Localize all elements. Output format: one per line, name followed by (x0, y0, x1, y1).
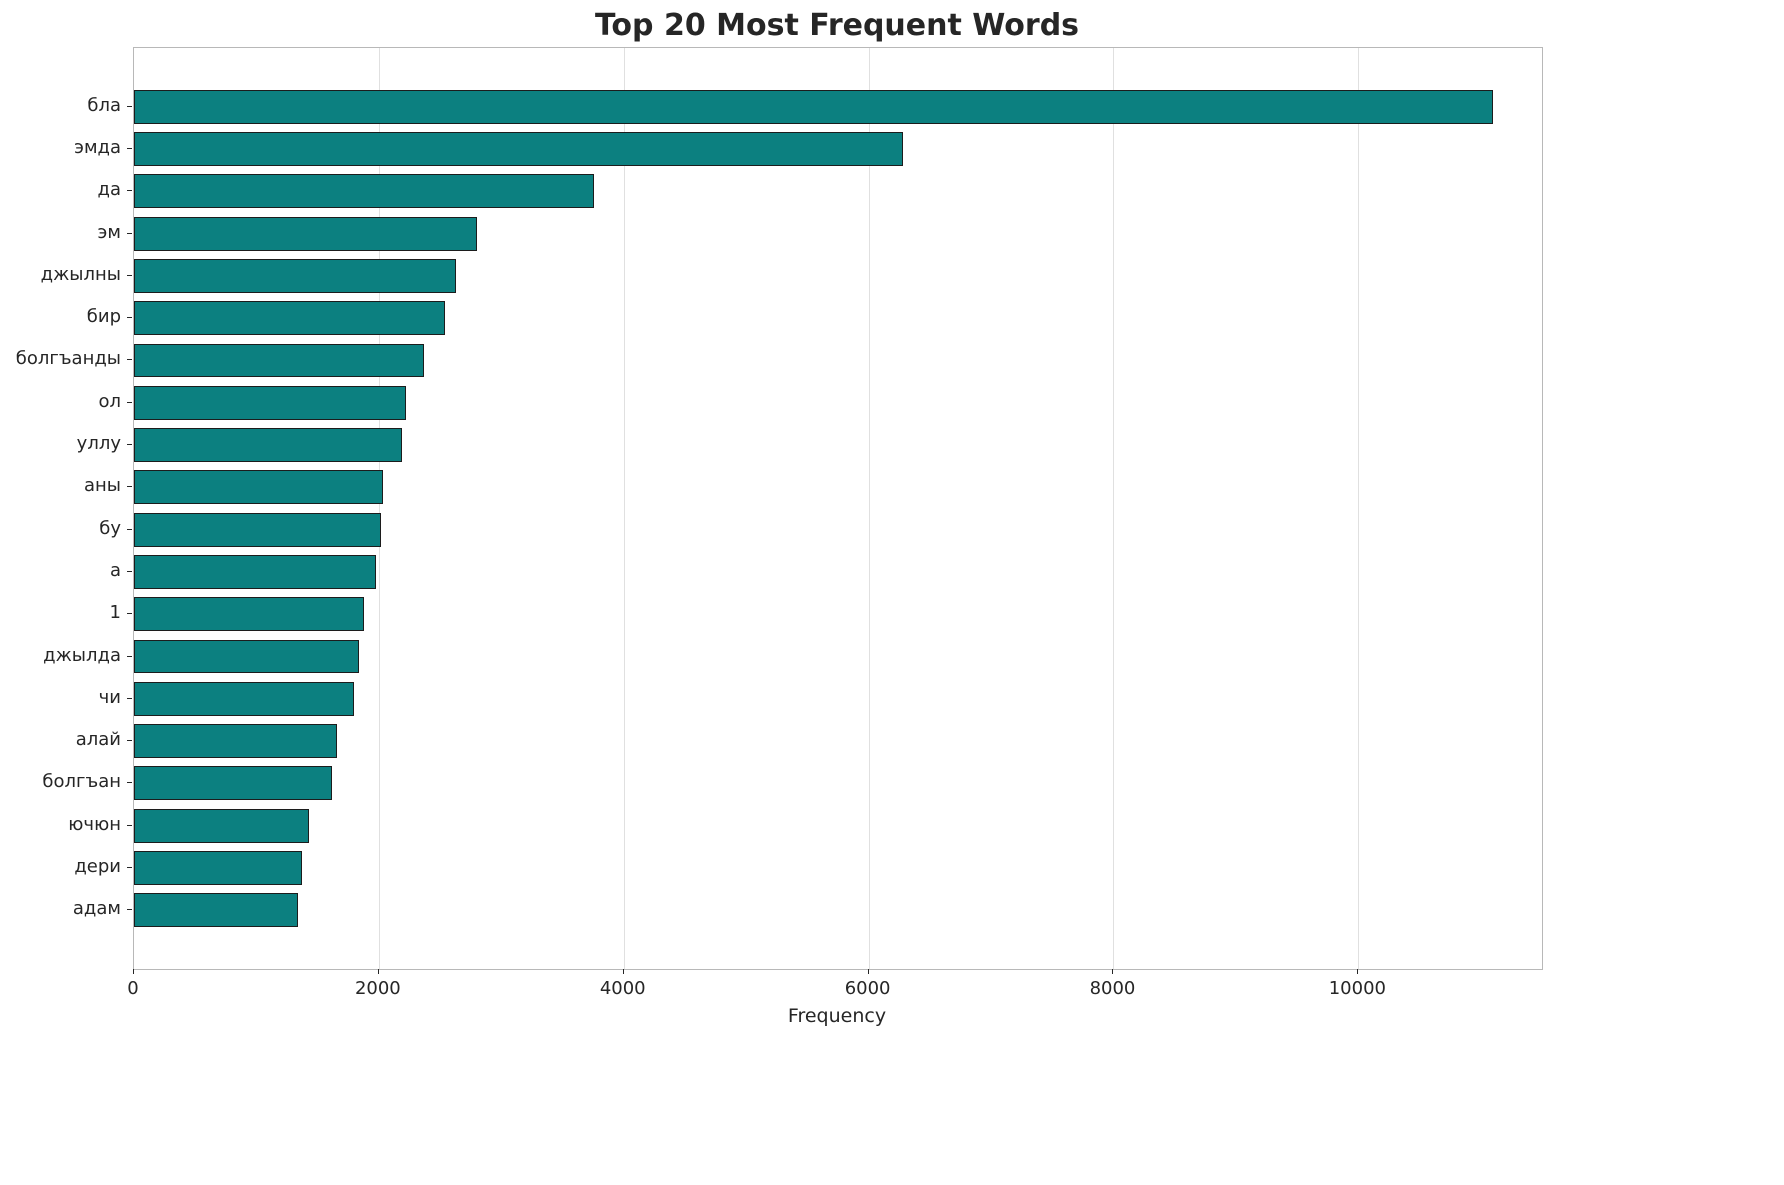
y-tick-label: адам (72, 898, 121, 920)
y-tick-label: джылда (43, 644, 121, 666)
y-tick-label: ол (98, 390, 121, 412)
y-tick-mark (127, 401, 132, 403)
bar-а (134, 555, 377, 589)
y-tick-label: болгъан (42, 771, 121, 793)
y-tick-label: а (109, 559, 121, 581)
y-tick-mark (127, 570, 132, 572)
y-tick-mark (127, 274, 132, 276)
y-tick-mark (127, 486, 132, 488)
y-tick-mark (127, 697, 132, 699)
y-tick-label: ючюн (68, 813, 121, 835)
bar-дери (134, 851, 302, 885)
y-tick-label: дери (74, 855, 121, 877)
bar-1 (134, 597, 365, 632)
y-tick-label: чи (98, 686, 121, 708)
bar-джылны (134, 259, 456, 293)
x-tick-label: 6000 (844, 978, 891, 999)
y-tick-label: бир (86, 306, 121, 328)
y-tick-mark (127, 655, 132, 657)
x-tick-mark (867, 969, 869, 974)
x-tick-label: 4000 (599, 978, 646, 999)
bar-ол (134, 385, 406, 420)
y-tick-label: уллу (76, 433, 121, 455)
bar-бу (134, 512, 382, 547)
x-tick-mark (1112, 969, 1114, 974)
bar-уллу (134, 428, 403, 462)
y-tick-mark (127, 782, 132, 784)
y-tick-mark (127, 105, 132, 107)
y-tick-mark (127, 444, 132, 446)
bar-да (134, 174, 595, 209)
x-tick-label: 8000 (1089, 978, 1136, 999)
bar-адам (134, 893, 299, 928)
chart-title: Top 20 Most Frequent Words (594, 8, 1080, 43)
bar-ючюн (134, 808, 310, 843)
x-tick-label: 10000 (1328, 978, 1386, 999)
bar-болгъанды (134, 343, 425, 378)
y-tick-mark (127, 824, 132, 826)
y-tick-mark (127, 148, 132, 150)
y-tick-mark (127, 317, 132, 319)
y-tick-label: эмда (74, 137, 121, 159)
y-tick-mark (127, 866, 132, 868)
y-tick-label: бла (87, 94, 121, 116)
x-tick-mark (622, 969, 624, 974)
gridline (378, 48, 380, 969)
y-tick-mark (127, 740, 132, 742)
y-tick-label: алай (75, 729, 121, 751)
y-tick-mark (127, 909, 132, 911)
y-tick-mark (127, 613, 132, 615)
x-axis-label: Frequency (787, 1005, 887, 1027)
bar-алай (134, 724, 338, 758)
gridline (1358, 48, 1360, 969)
bar-бла (134, 89, 1494, 124)
y-tick-label: 1 (109, 602, 121, 624)
gridline (868, 48, 870, 969)
bar-чи (134, 681, 355, 716)
bar-эм (134, 216, 477, 251)
y-tick-label: болгъанды (15, 348, 121, 370)
y-tick-mark (127, 232, 132, 234)
y-tick-label: бу (99, 517, 121, 539)
bar-бир (134, 301, 445, 336)
bar-болгъан (134, 766, 333, 801)
gridline (1113, 48, 1115, 969)
y-tick-mark (127, 528, 132, 530)
x-tick-mark (377, 969, 379, 974)
plot-area (133, 47, 1543, 970)
x-tick-label: 2000 (354, 978, 401, 999)
y-tick-label: эм (97, 221, 121, 243)
x-tick-mark (133, 969, 134, 974)
y-tick-label: да (97, 179, 121, 201)
bar-эмда (134, 132, 903, 166)
y-tick-label: джылны (40, 263, 121, 285)
bar-джылда (134, 639, 360, 674)
x-tick-label: 0 (127, 978, 139, 999)
y-tick-label: аны (83, 475, 121, 497)
gridline (623, 48, 625, 969)
bar-аны (134, 470, 383, 505)
y-tick-mark (127, 359, 132, 361)
x-tick-mark (1357, 969, 1359, 974)
y-tick-mark (127, 190, 132, 192)
